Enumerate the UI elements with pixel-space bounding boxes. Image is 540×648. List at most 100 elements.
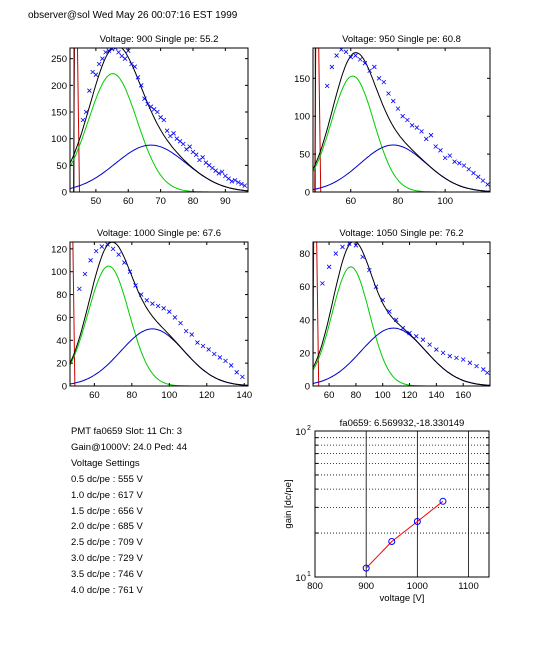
data-point (206, 163, 212, 168)
data-point (324, 83, 330, 89)
data-point (367, 267, 372, 273)
data-point (357, 57, 363, 62)
data-point (216, 171, 222, 176)
data-point (223, 358, 228, 364)
gain-marker (388, 538, 396, 546)
plot-area (313, 242, 490, 386)
data-point (100, 56, 105, 61)
data-point (373, 284, 379, 289)
voltage-setting-row: 4.0 dc/pe : 761 V (71, 585, 143, 597)
data-point (184, 147, 189, 152)
y-tick-label: 80 (299, 249, 310, 260)
data-point (353, 243, 359, 248)
data-point (454, 355, 459, 361)
x-tick-label: 60 (123, 196, 134, 207)
data-point (434, 347, 439, 352)
y-tick-label: 50 (56, 161, 67, 172)
data-point (400, 325, 406, 331)
gain-marker (413, 517, 421, 525)
data-point (474, 363, 479, 369)
data-point (334, 53, 339, 58)
voltage-setting-row: 3.0 dc/pe : 729 V (71, 553, 143, 565)
data-point (138, 292, 144, 297)
data-point (386, 91, 391, 96)
x-tick-label: 60 (345, 196, 356, 207)
y-tick-label: 100 (51, 134, 67, 145)
x-tick-label: 1000 (407, 581, 428, 592)
y-tick-exponent: 2 (307, 425, 311, 432)
data-point (433, 144, 439, 149)
y-tick-label: 10 (295, 427, 306, 438)
data-point (340, 244, 345, 250)
data-point (442, 155, 448, 161)
fit-double-pe (70, 144, 248, 192)
y-tick-exponent: 1 (307, 571, 311, 578)
data-point (82, 271, 88, 277)
data-point (122, 56, 128, 61)
data-point (195, 340, 200, 345)
y-tick-label: 200 (51, 81, 67, 92)
data-point (135, 75, 141, 80)
fit-double-pe (313, 327, 490, 386)
data-point (133, 283, 138, 288)
x-tick-label: 90 (220, 196, 231, 207)
data-point (178, 320, 183, 326)
data-point (200, 155, 205, 160)
x-tick-label: 80 (393, 196, 404, 207)
voltage-setting-row: 1.0 dc/pe : 617 V (71, 489, 143, 501)
data-point (83, 109, 89, 115)
data-point (475, 174, 481, 180)
panel-title: Voltage: 900 Single pe: 55.2 (100, 34, 219, 45)
plot-area (313, 48, 490, 192)
data-point (466, 166, 472, 172)
data-point (326, 264, 332, 270)
data-point (409, 123, 415, 128)
data-point (132, 64, 138, 69)
voltage-setting-row: 2.5 dc/pe : 709 V (71, 537, 143, 549)
histogram-panel-3: Voltage: 1000 Single pe: 67.6 60 80 100 120 1… (51, 228, 252, 401)
x-tick-label: 60 (324, 390, 335, 401)
gain-line: Gain@1000V: 24.0 Ped: 44 (71, 441, 187, 453)
x-tick-label: 100 (161, 390, 177, 401)
data-point (348, 54, 354, 60)
pmt-line: PMT fa0659 Slot: 11 Ch: 3 (71, 426, 183, 437)
plot-frame (314, 430, 490, 578)
data-point (232, 177, 238, 183)
data-point (407, 330, 412, 336)
fit-single-pe (70, 73, 248, 192)
data-point (400, 113, 405, 119)
voltage-setting-row: 0.5 dc/pe : 555 V (71, 473, 143, 485)
plot-frame (69, 47, 249, 193)
data-point (145, 101, 150, 107)
plot-area (70, 242, 248, 386)
data-point (119, 53, 125, 59)
x-axis-label: voltage [V] (380, 593, 425, 604)
pmt-info-panel: PMT fa0659 Slot: 11 Ch: 3 Gain@1000V: 24… (71, 424, 187, 599)
data-point (447, 153, 453, 158)
data-point (93, 72, 99, 77)
fit-single-pe (70, 265, 248, 386)
data-point (423, 136, 429, 142)
data-point (460, 357, 466, 362)
x-tick-label: 900 (358, 581, 374, 592)
gain-plot-title: fa0659: 6.569932,-18.330149 (340, 418, 465, 429)
data-point (177, 139, 183, 144)
data-point (155, 303, 161, 309)
data-point (88, 258, 93, 263)
plot-frame (312, 47, 491, 193)
histogram-panel-2: Voltage: 950 Single pe: 60.8 60 80 100 0 50 10… (294, 34, 491, 207)
x-tick-label: 800 (307, 581, 323, 592)
data-point (372, 64, 377, 70)
panel-title: Voltage: 1000 Single pe: 67.6 (97, 228, 221, 239)
data-point (172, 315, 178, 320)
y-tick-label: 0 (62, 382, 67, 393)
data-point (387, 309, 392, 314)
panel-title: Voltage: 1050 Single pe: 76.2 (339, 228, 463, 239)
data-point (189, 332, 195, 337)
x-tick-label: 80 (351, 390, 362, 401)
data-point (211, 351, 217, 357)
x-tick-label: 80 (127, 390, 138, 401)
x-tick-label: 160 (455, 390, 471, 401)
y-tick-label: 60 (299, 282, 310, 293)
y-tick-label: 250 (51, 54, 67, 65)
